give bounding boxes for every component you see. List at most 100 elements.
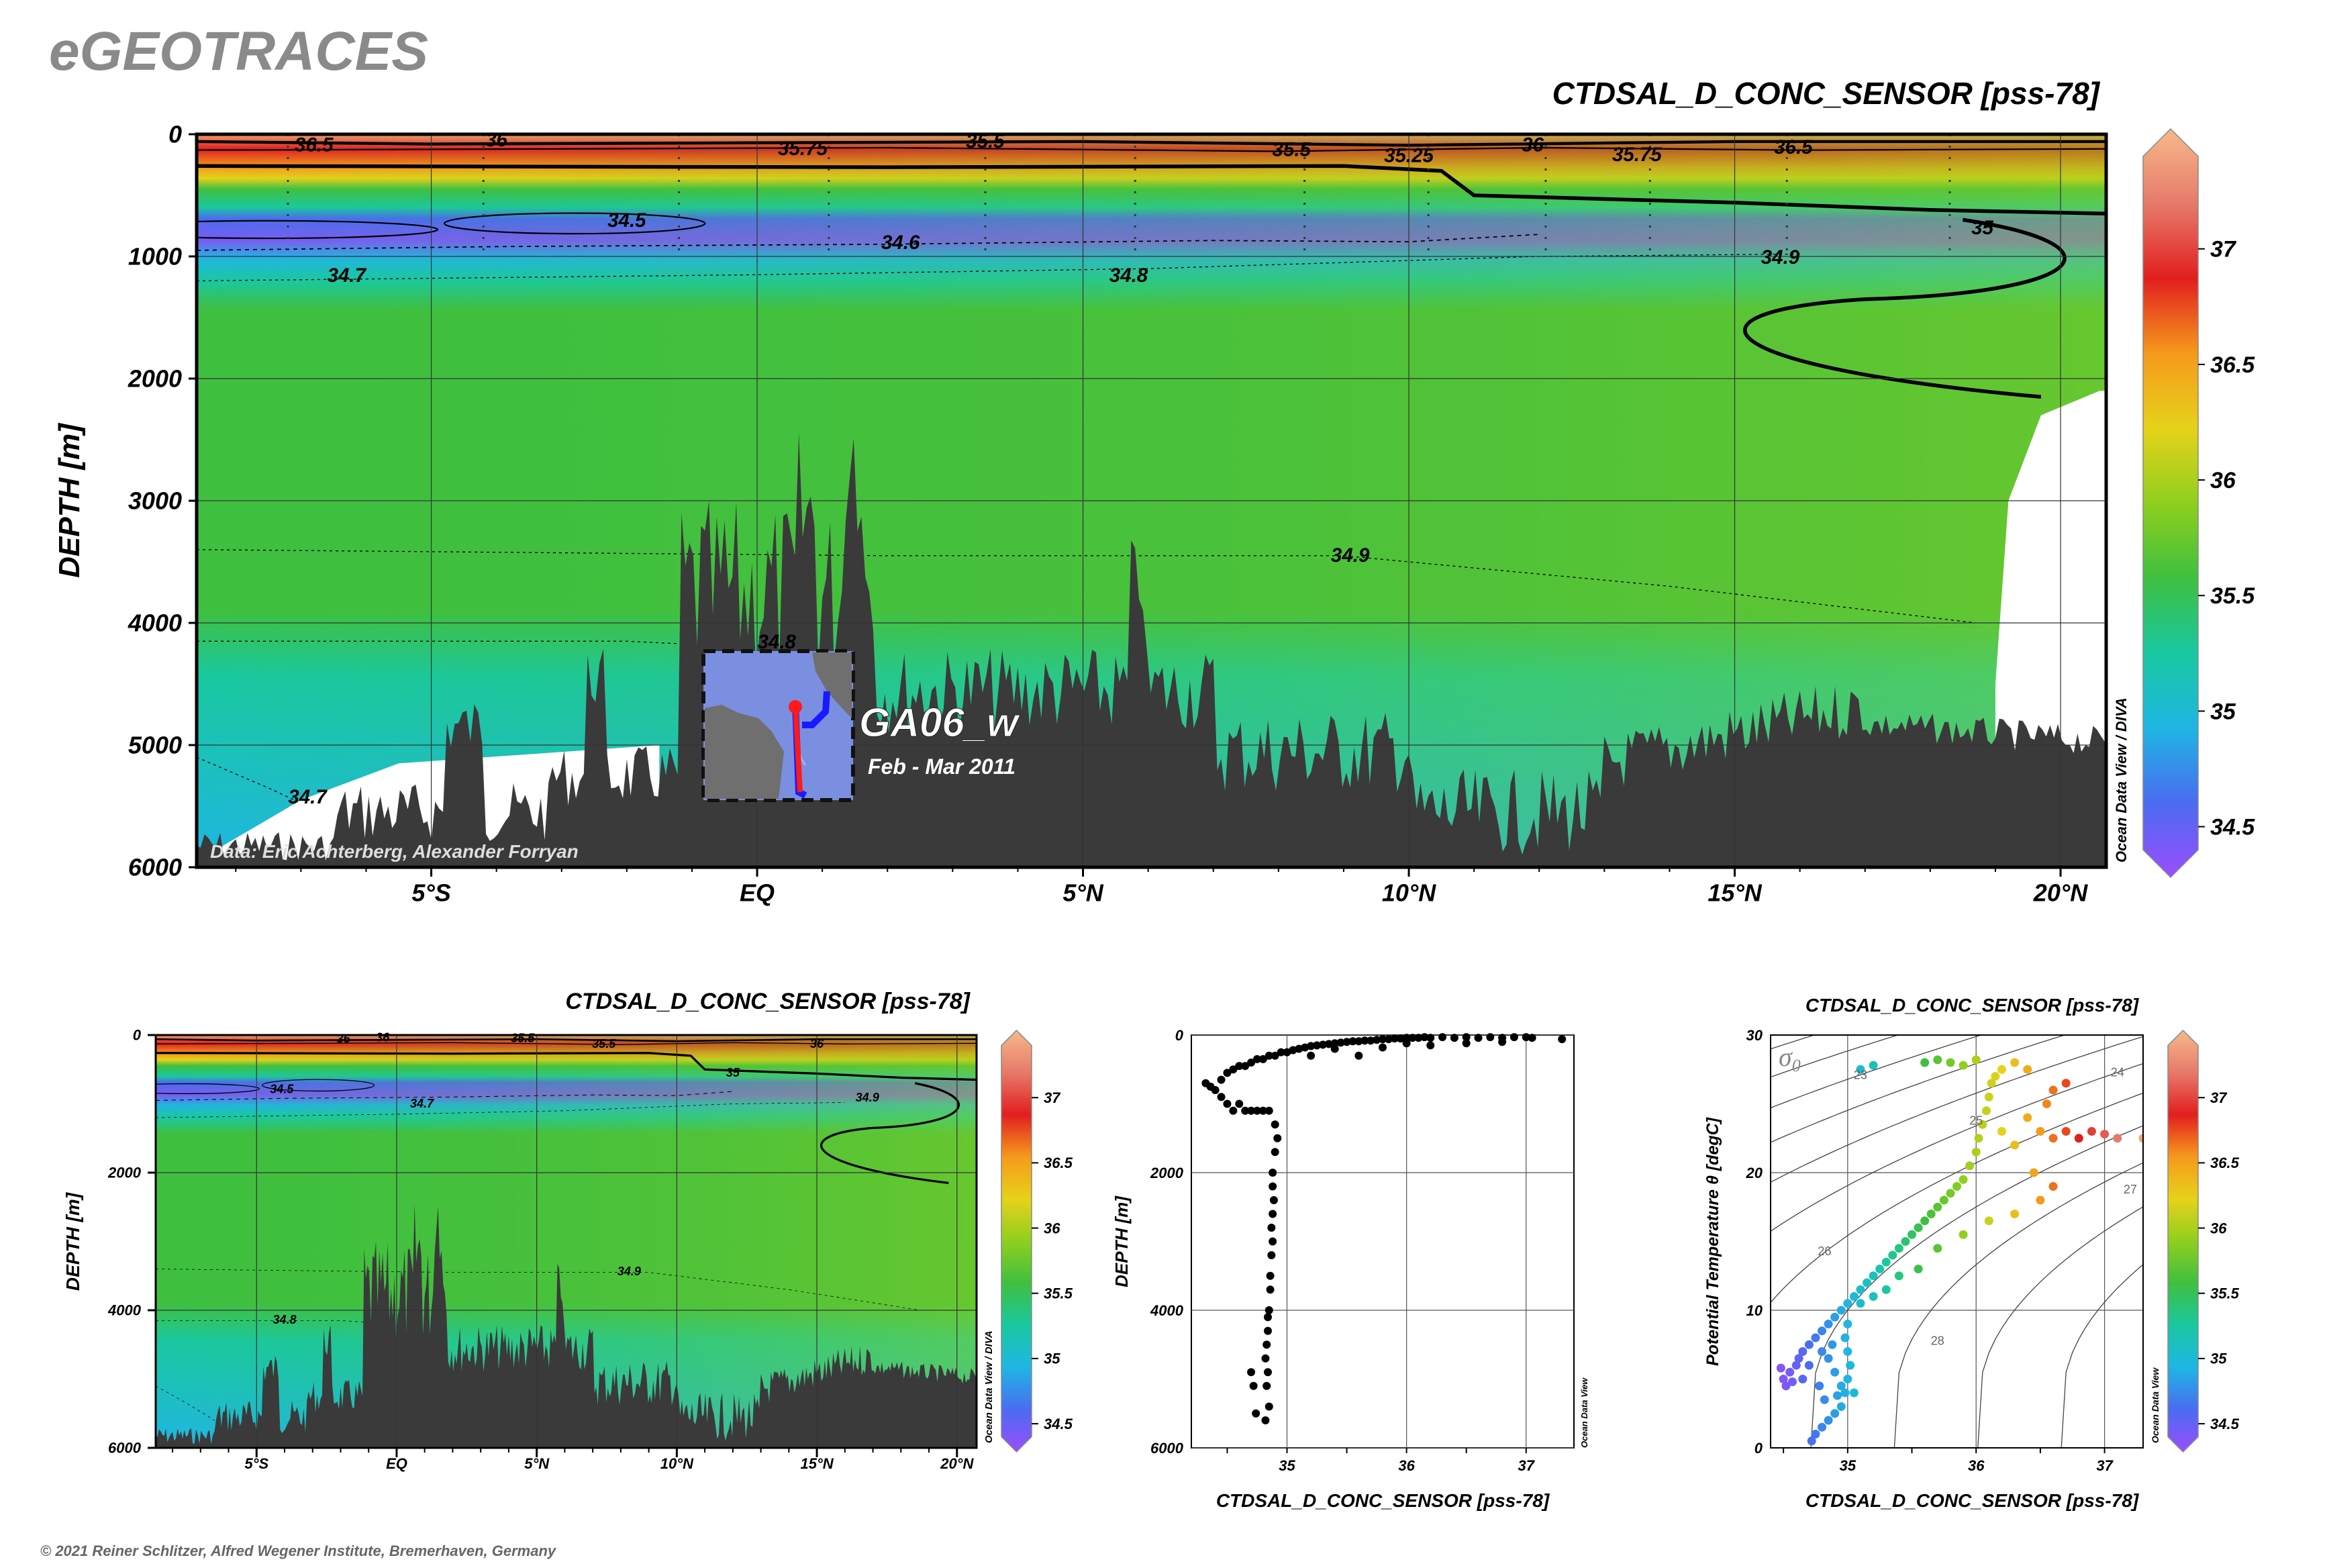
contour-label: 35 [726,1066,740,1079]
profile-point [1235,1062,1244,1071]
contour-label: 34.6 [881,232,920,254]
colorbar-tick-label: 36 [2210,1220,2227,1236]
ts-point [1965,1161,1975,1171]
profile-point [1420,1033,1429,1042]
ts-x-axis: 35 36 37 [1783,1448,2114,1474]
profile-point [1330,1039,1339,1048]
profile-point [1522,1033,1530,1042]
profile-y-axis-label: DEPTH [m] [1111,1195,1132,1287]
small-colorbar-bar [1001,1029,1032,1453]
profile-point [1223,1069,1232,1077]
ts-point [2023,1065,2032,1074]
x-tick-label: 37 [2096,1457,2114,1474]
profile-point [1252,1055,1261,1063]
ts-point [1991,1072,2000,1081]
profile-point [1509,1033,1518,1042]
small-bathymetry [156,1203,977,1448]
profile-point [1265,1402,1273,1411]
profile-point [1528,1034,1536,1042]
contour-label: 35.5 [592,1037,616,1050]
y-tick-label: 20 [1746,1165,1763,1181]
x-tick-label: 5°N [524,1455,550,1472]
ts-point [1818,1347,1827,1356]
ts-sigma-legend: σ0 [1779,1042,1801,1075]
ts-point [1788,1377,1797,1387]
ts-point [1978,1120,1987,1129]
ts-point [1843,1299,1852,1308]
isopycnal-label: 28 [1931,1334,1944,1347]
profile-point [1265,1306,1273,1314]
contour-label: 34.9 [617,1265,641,1278]
small-section-chart: CTDSAL_D_CONC_SENSOR [pss-78] 36 36 35.5 35… [62,989,1073,1472]
ts-point [2061,1127,2071,1136]
ts-isopycnals [1771,1035,2143,1448]
profile-point [1318,1040,1327,1049]
ts-point [1869,1271,1878,1281]
colorbar-tick-label: 35 [1044,1351,1060,1367]
ts-point [2048,1085,2058,1095]
ts-point [1863,1278,1872,1287]
ts-point [2138,1134,2143,1143]
ts-point [1939,1195,1948,1205]
x-tick-label: 35 [1840,1457,1856,1474]
profile-point [1269,1196,1278,1204]
ts-point [1908,1230,1917,1239]
colorbar-tick-label: 36 [2210,468,2236,493]
ts-point [1959,1175,1968,1184]
y-tick-label: 4000 [1150,1302,1184,1319]
isopycnal-label: 24 [2111,1066,2124,1079]
ts-point [1987,1079,1996,1088]
ts-point [1984,1216,1993,1226]
ts-point [1984,1092,1993,1101]
ts-point [1856,1065,1865,1074]
x-tick-label: 15°N [1707,879,1762,906]
profile-point [1217,1093,1226,1101]
ts-point [2048,1182,2058,1191]
ts-point [1849,1292,1859,1301]
ts-point [1946,1058,1955,1067]
colorbar-tick-label: 35 [2210,1351,2227,1367]
profile-point [1271,1120,1279,1129]
profile-point [1269,1182,1277,1191]
colorbar-tick-label: 35.5 [2210,583,2255,609]
ts-point [1843,1375,1852,1383]
y-tick-label: 2000 [1150,1165,1184,1181]
inset-land-africa [812,652,852,718]
ts-point [1830,1367,1840,1377]
y-tick-label: 4000 [128,609,182,637]
small-y-axis-label: DEPTH [m] [62,1191,83,1291]
profile-point [1247,1059,1256,1067]
x-tick-label: 36 [1398,1457,1415,1474]
contour-label: 36 [376,1031,390,1044]
profile-point [1241,1106,1250,1115]
profile-point [1264,1326,1272,1335]
ts-point [1974,1134,1983,1143]
main-colorbar-bar [2142,128,2199,879]
ts-plot-bg [1771,1035,2143,1448]
ts-colorbar: 34.5 35 35.5 36 36.5 37 [2167,1029,2240,1453]
profile-point [1402,1034,1411,1042]
inset-track-blue-2 [802,691,830,728]
ts-point [1833,1391,1842,1400]
profile-point [1307,1042,1316,1050]
y-tick-label: 0 [168,121,182,148]
ts-point [1881,1285,1891,1294]
profile-point [1313,1041,1322,1050]
ts-point [1846,1361,1855,1370]
small-plot-frame [154,1034,978,1449]
main-gridlines [197,134,2106,867]
contour-label: 34.9 [1331,544,1370,567]
ts-point [1869,1061,1878,1070]
contour-label: 36 [1522,134,1544,156]
profile-points [1201,1033,1567,1424]
ts-point [1997,1127,2006,1136]
ts-point [2029,1168,2038,1177]
ts-point [1776,1363,1785,1373]
profile-point [1354,1051,1363,1060]
x-tick-label: EQ [386,1455,407,1472]
profile-point [1336,1038,1345,1047]
contour-label: 35.5 [511,1032,535,1045]
ts-point [2113,1134,2122,1143]
ts-diagram-chart: CTDSAL_D_CONC_SENSOR [pss-78] 23 24 25 26 27… [1703,995,2240,1511]
ts-point [2061,1079,2071,1088]
